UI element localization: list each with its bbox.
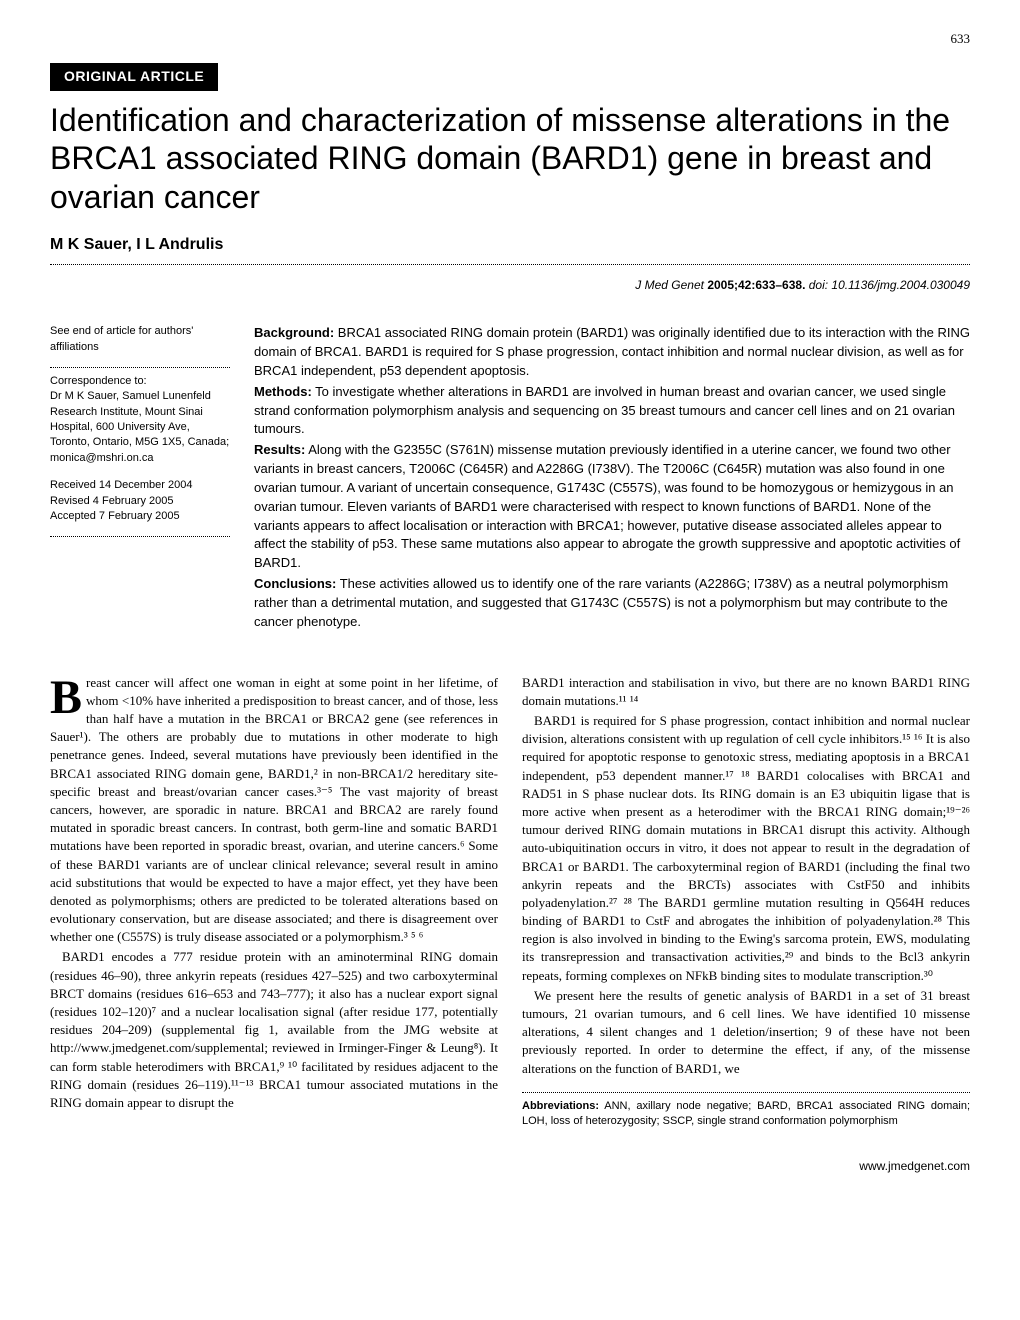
- article-tag: ORIGINAL ARTICLE: [50, 63, 218, 91]
- correspondence-label: Correspondence to:: [50, 374, 230, 389]
- page-number: 633: [50, 30, 970, 48]
- dropcap: B: [50, 674, 86, 719]
- body-paragraph: BARD1 is required for S phase progressio…: [522, 712, 970, 985]
- paragraph-text: reast cancer will affect one woman in ei…: [50, 675, 498, 945]
- correspondence-block: Correspondence to: Dr M K Sauer, Samuel …: [50, 374, 230, 466]
- sidebar-divider: [50, 367, 230, 368]
- body-paragraph: BARD1 interaction and stabilisation in v…: [522, 674, 970, 710]
- abstract: Background: BRCA1 associated RING domain…: [254, 324, 970, 634]
- body-text: Breast cancer will affect one woman in e…: [50, 674, 970, 1129]
- methods-text: To investigate whether alterations in BA…: [254, 384, 955, 437]
- body-paragraph: Breast cancer will affect one woman in e…: [50, 674, 498, 947]
- accepted-date: Accepted 7 February 2005: [50, 509, 230, 524]
- citation-details: 2005;42:633–638.: [707, 278, 805, 292]
- abstract-conclusions: Conclusions: These activities allowed us…: [254, 575, 970, 632]
- right-column: BARD1 interaction and stabilisation in v…: [522, 674, 970, 1129]
- results-label: Results:: [254, 442, 305, 457]
- received-date: Received 14 December 2004: [50, 478, 230, 493]
- article-title: Identification and characterization of m…: [50, 101, 970, 216]
- journal-name: J Med Genet: [635, 278, 704, 292]
- citation: J Med Genet 2005;42:633–638. doi: 10.113…: [50, 277, 970, 294]
- correspondence-text: Dr M K Sauer, Samuel Lunenfeld Research …: [50, 389, 230, 466]
- affiliations-note: See end of article for authors' affiliat…: [50, 324, 230, 355]
- authors: M K Sauer, I L Andrulis: [50, 234, 970, 256]
- revised-date: Revised 4 February 2005: [50, 494, 230, 509]
- abstract-background: Background: BRCA1 associated RING domain…: [254, 324, 970, 381]
- abbreviations-box: Abbreviations: ANN, axillary node negati…: [522, 1092, 970, 1129]
- body-paragraph: BARD1 encodes a 777 residue protein with…: [50, 948, 498, 1112]
- left-column: Breast cancer will affect one woman in e…: [50, 674, 498, 1129]
- conclusions-label: Conclusions:: [254, 576, 336, 591]
- results-text: Along with the G2355C (S761N) missense m…: [254, 442, 960, 570]
- conclusions-text: These activities allowed us to identify …: [254, 576, 948, 629]
- abstract-methods: Methods: To investigate whether alterati…: [254, 383, 970, 440]
- citation-doi: doi: 10.1136/jmg.2004.030049: [809, 278, 970, 292]
- sidebar: See end of article for authors' affiliat…: [50, 324, 230, 634]
- background-label: Background:: [254, 325, 334, 340]
- body-paragraph: We present here the results of genetic a…: [522, 987, 970, 1078]
- dates-block: Received 14 December 2004 Revised 4 Febr…: [50, 478, 230, 524]
- divider: [50, 264, 970, 265]
- background-text: BRCA1 associated RING domain protein (BA…: [254, 325, 970, 378]
- abstract-results: Results: Along with the G2355C (S761N) m…: [254, 441, 970, 573]
- abstract-section: See end of article for authors' affiliat…: [50, 324, 970, 634]
- footer-url: www.jmedgenet.com: [50, 1158, 970, 1175]
- sidebar-divider: [50, 536, 230, 537]
- methods-label: Methods:: [254, 384, 312, 399]
- abbreviations-label: Abbreviations:: [522, 1100, 599, 1112]
